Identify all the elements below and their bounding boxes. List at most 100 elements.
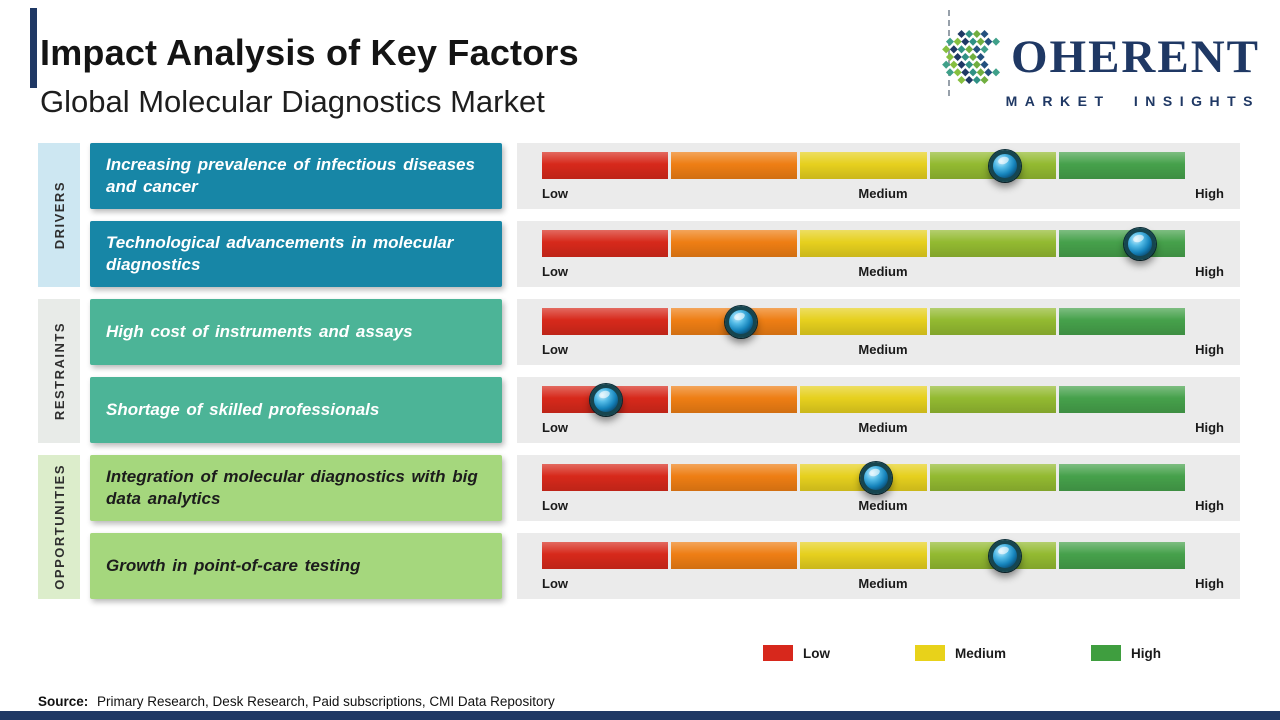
logo-wordmark-row: OHERENT bbox=[940, 24, 1260, 90]
group-band-opportunities: OPPORTUNITIES bbox=[38, 455, 80, 599]
scale-label-low: Low bbox=[542, 498, 568, 513]
impact-scale-bar-wrap bbox=[542, 383, 1186, 416]
scale-label-high: High bbox=[1195, 342, 1224, 357]
scale-label-medium: Medium bbox=[858, 498, 908, 513]
impact-scale: Low Medium High bbox=[517, 143, 1240, 209]
impact-scale-bar-wrap bbox=[542, 539, 1186, 572]
group-label-drivers: DRIVERS bbox=[51, 180, 67, 250]
legend-item-low: Low bbox=[763, 645, 830, 661]
group-label-restraints: RESTRAINTS bbox=[51, 321, 67, 421]
group-rows-restraints: High cost of instruments and assays bbox=[90, 299, 1240, 443]
scale-segment-low-medium bbox=[671, 464, 798, 491]
impact-marker bbox=[590, 383, 623, 416]
scale-segment-high bbox=[1058, 308, 1186, 335]
scale-label-medium: Medium bbox=[858, 186, 908, 201]
scale-segment-medium bbox=[800, 230, 927, 257]
legend: Low Medium High bbox=[763, 645, 1161, 661]
logo-wordmark: OHERENT bbox=[1010, 30, 1260, 83]
factor-label: Shortage of skilled professionals bbox=[106, 399, 380, 419]
factor-label-box: Shortage of skilled professionals bbox=[90, 377, 502, 443]
group-drivers: DRIVERS Increasing prevalence of infecti… bbox=[38, 143, 1240, 287]
factor-row: High cost of instruments and assays bbox=[90, 299, 1240, 365]
factor-row: Increasing prevalence of infectious dise… bbox=[90, 143, 1240, 209]
impact-scale-bar-wrap bbox=[542, 461, 1186, 494]
factor-label: High cost of instruments and assays bbox=[106, 321, 413, 341]
impact-matrix: DRIVERS Increasing prevalence of infecti… bbox=[38, 143, 1240, 599]
scale-label-high: High bbox=[1195, 498, 1224, 513]
scale-segment-low bbox=[542, 464, 669, 491]
scale-segment-low bbox=[542, 152, 669, 179]
impact-scale-bar bbox=[542, 308, 1186, 335]
legend-label-low: Low bbox=[803, 645, 830, 661]
scale-segment-high bbox=[1058, 386, 1186, 413]
factor-label-box: High cost of instruments and assays bbox=[90, 299, 502, 365]
scale-label-high: High bbox=[1195, 420, 1224, 435]
impact-scale-bar bbox=[542, 386, 1186, 413]
impact-marker bbox=[725, 305, 758, 338]
source-note: Source: Primary Research, Desk Research,… bbox=[38, 694, 555, 709]
scale-labels: Low Medium High bbox=[542, 186, 1224, 201]
impact-scale-bar bbox=[542, 542, 1186, 569]
title-accent-bar bbox=[30, 8, 37, 88]
scale-labels: Low Medium High bbox=[542, 420, 1224, 435]
impact-scale-bar-wrap bbox=[542, 149, 1186, 182]
legend-swatch-high bbox=[1091, 645, 1122, 661]
scale-labels: Low Medium High bbox=[542, 498, 1224, 513]
scale-segment-low-medium bbox=[671, 152, 798, 179]
scale-label-medium: Medium bbox=[858, 264, 908, 279]
factor-label-box: Technological advancements in molecular … bbox=[90, 221, 502, 287]
factor-label: Technological advancements in molecular … bbox=[106, 232, 454, 274]
group-band-drivers: DRIVERS bbox=[38, 143, 80, 287]
source-prefix: Source: bbox=[38, 694, 89, 709]
scale-segment-high bbox=[1058, 542, 1186, 569]
impact-marker bbox=[988, 539, 1021, 572]
scale-segment-low-medium bbox=[671, 386, 798, 413]
factor-label-box: Increasing prevalence of infectious dise… bbox=[90, 143, 502, 209]
source-text: Primary Research, Desk Research, Paid su… bbox=[97, 694, 555, 709]
impact-marker bbox=[988, 149, 1021, 182]
scale-segment-medium-high bbox=[929, 464, 1057, 491]
scale-label-medium: Medium bbox=[858, 420, 908, 435]
group-label-opportunities: OPPORTUNITIES bbox=[51, 464, 67, 590]
logo-divider bbox=[948, 10, 950, 96]
impact-scale: Low Medium High bbox=[517, 377, 1240, 443]
scale-segment-medium bbox=[800, 308, 927, 335]
scale-segment-low bbox=[542, 542, 669, 569]
scale-segment-medium-high bbox=[929, 230, 1057, 257]
scale-label-medium: Medium bbox=[858, 576, 908, 591]
legend-swatch-medium bbox=[915, 645, 945, 661]
impact-scale: Low Medium High bbox=[517, 299, 1240, 365]
scale-label-low: Low bbox=[542, 264, 568, 279]
scale-labels: Low Medium High bbox=[542, 342, 1224, 357]
scale-segment-medium-high bbox=[929, 386, 1057, 413]
impact-marker bbox=[860, 461, 893, 494]
logo-c-icon bbox=[942, 29, 1001, 85]
scale-segment-medium bbox=[800, 386, 927, 413]
factor-label: Integration of molecular diagnostics wit… bbox=[106, 466, 478, 508]
legend-label-medium: Medium bbox=[955, 645, 1007, 661]
scale-segment-high bbox=[1058, 464, 1186, 491]
factor-label: Increasing prevalence of infectious dise… bbox=[106, 154, 475, 196]
scale-segment-medium bbox=[800, 152, 927, 179]
factor-row: Integration of molecular diagnostics wit… bbox=[90, 455, 1240, 521]
scale-segment-low bbox=[542, 230, 669, 257]
scale-segment-medium-high bbox=[929, 308, 1057, 335]
scale-segment-high bbox=[1058, 230, 1186, 257]
factor-row: Growth in point-of-care testing bbox=[90, 533, 1240, 599]
impact-scale: Low Medium High bbox=[517, 533, 1240, 599]
impact-scale-bar bbox=[542, 152, 1186, 179]
legend-swatch-low bbox=[763, 645, 793, 661]
scale-label-high: High bbox=[1195, 576, 1224, 591]
impact-scale-bar-wrap bbox=[542, 305, 1186, 338]
factor-label: Growth in point-of-care testing bbox=[106, 555, 361, 575]
factor-row: Shortage of skilled professionals bbox=[90, 377, 1240, 443]
scale-segment-low-medium bbox=[671, 542, 798, 569]
impact-scale-bar bbox=[542, 464, 1186, 491]
scale-label-high: High bbox=[1195, 264, 1224, 279]
impact-marker bbox=[1123, 227, 1156, 260]
impact-scale: Low Medium High bbox=[517, 455, 1240, 521]
page-subtitle: Global Molecular Diagnostics Market bbox=[40, 84, 545, 119]
factor-row: Technological advancements in molecular … bbox=[90, 221, 1240, 287]
scale-segment-high bbox=[1058, 152, 1186, 179]
